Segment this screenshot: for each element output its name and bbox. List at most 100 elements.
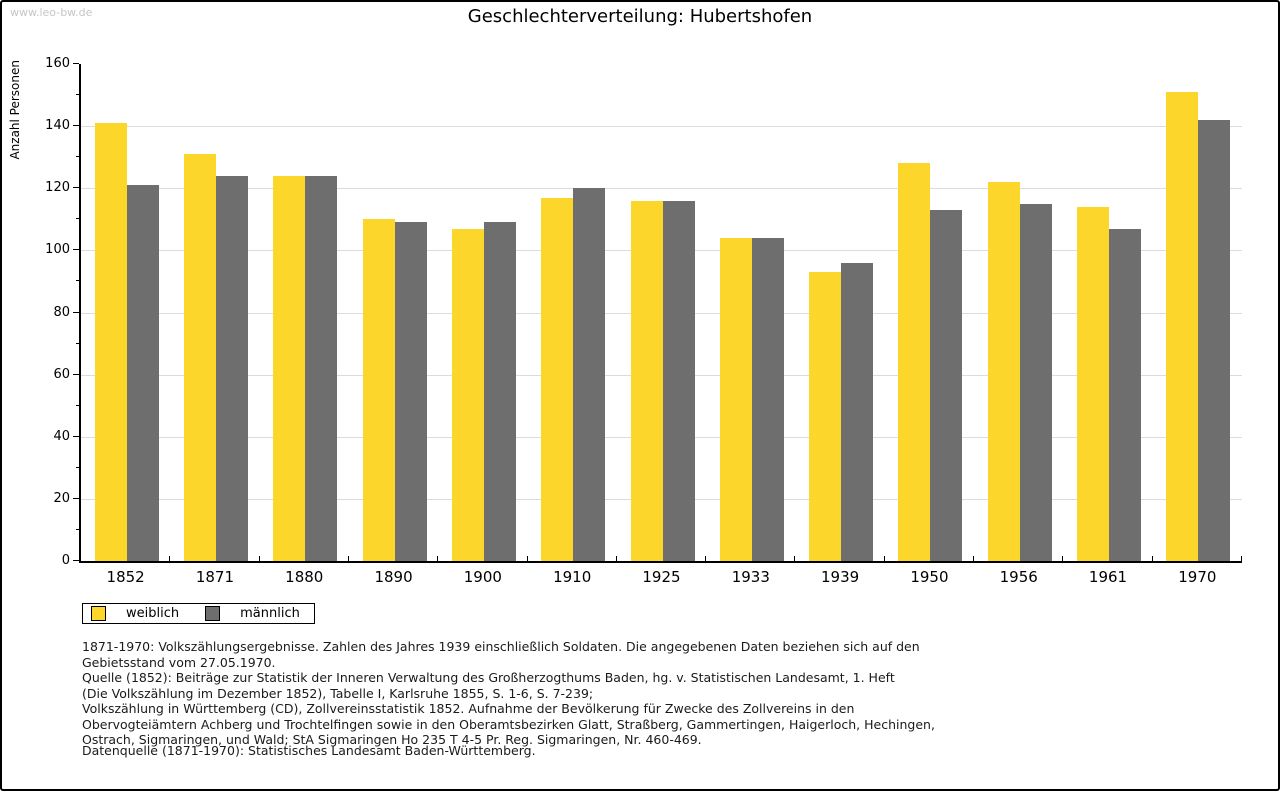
bar-weiblich-1970 bbox=[1166, 91, 1199, 561]
y-minor-tick-130 bbox=[76, 156, 79, 158]
footnote-line-4: (Die Volkszählung im Dezember 1852), Tab… bbox=[82, 685, 594, 701]
legend-label-weiblich: weiblich bbox=[126, 606, 180, 621]
y-minor-tick-110 bbox=[76, 218, 79, 220]
y-tick-20 bbox=[73, 497, 79, 499]
x-tick-12 bbox=[1151, 556, 1153, 561]
chart-title: Geschlechterverteilung: Hubertshofen bbox=[467, 6, 813, 27]
x-tick-5 bbox=[526, 556, 528, 561]
bar-männlich-1939 bbox=[841, 262, 874, 561]
y-tick-label-140: 140 bbox=[45, 118, 70, 134]
y-tick-0 bbox=[73, 560, 79, 561]
legend-swatch-maennlich bbox=[205, 606, 221, 621]
y-tick-40 bbox=[73, 435, 79, 437]
x-category-label-1933: 1933 bbox=[731, 568, 770, 586]
bar-männlich-1961 bbox=[1109, 228, 1142, 561]
y-tick-120 bbox=[73, 187, 79, 189]
bar-männlich-1871 bbox=[215, 175, 248, 561]
x-tick-7 bbox=[705, 556, 707, 561]
legend-item-maennlich: männlich bbox=[205, 606, 300, 621]
bar-weiblich-1925 bbox=[630, 200, 663, 561]
x-category-label-1880: 1880 bbox=[285, 568, 324, 586]
y-tick-label-0: 0 bbox=[61, 553, 70, 568]
y-minor-tick-30 bbox=[76, 466, 79, 468]
plot-area: 0 20 40 60 80 100 120 140 160 1852 1871 1880 1890 190… bbox=[45, 56, 1242, 586]
y-tick-140 bbox=[73, 125, 79, 127]
y-minor-tick-50 bbox=[76, 404, 79, 406]
x-tick-2 bbox=[258, 556, 260, 561]
x-tick-6 bbox=[615, 556, 617, 561]
y-tick-label-40: 40 bbox=[53, 428, 70, 444]
x-category-label-1939: 1939 bbox=[821, 568, 860, 586]
watermark: www.leo-bw.de bbox=[10, 6, 93, 19]
bar-weiblich-1939 bbox=[809, 272, 842, 561]
bar-männlich-1852 bbox=[126, 185, 159, 561]
x-tick-10 bbox=[973, 556, 975, 561]
bar-weiblich-1880 bbox=[273, 175, 306, 561]
x-tick-11 bbox=[1062, 556, 1064, 561]
bar-weiblich-1890 bbox=[362, 219, 395, 561]
y-tick-label-160: 160 bbox=[45, 56, 70, 71]
y-tick-label-120: 120 bbox=[45, 180, 70, 196]
bar-männlich-1900 bbox=[483, 222, 516, 561]
x-tick-4 bbox=[437, 556, 439, 561]
footnote-line-5: Volkszählung in Württemberg (CD), Zollve… bbox=[82, 701, 855, 716]
data-source-line: Datenquelle (1871-1970): Statistisches L… bbox=[82, 743, 536, 758]
x-tick-9 bbox=[883, 556, 885, 561]
bar-weiblich-1871 bbox=[183, 154, 216, 561]
bar-männlich-1890 bbox=[394, 222, 427, 561]
legend: weiblich männlich bbox=[82, 603, 315, 624]
y-axis-line bbox=[79, 64, 81, 563]
bar-männlich-1970 bbox=[1198, 119, 1231, 561]
x-tick-8 bbox=[794, 556, 796, 561]
footnote-line-7: Ostrach, Sigmaringen, und Wald; StA Sigm… bbox=[82, 732, 702, 747]
x-category-label-1961: 1961 bbox=[1088, 568, 1128, 586]
x-tick-3 bbox=[347, 556, 349, 561]
y-minor-tick-10 bbox=[76, 528, 79, 530]
footnote-line-1: 1871-1970: Volkszählungsergebnisse. Zahl… bbox=[82, 639, 920, 654]
gridline-140 bbox=[81, 126, 1242, 128]
bar-weiblich-1852 bbox=[94, 123, 127, 561]
footnote-line-2: Gebietsstand vom 27.05.1970. bbox=[82, 654, 276, 670]
bar-weiblich-1933 bbox=[719, 237, 752, 561]
y-tick-label-80: 80 bbox=[53, 304, 70, 320]
x-category-label-1910: 1910 bbox=[553, 568, 592, 586]
bar-männlich-1950 bbox=[930, 210, 963, 561]
bar-weiblich-1900 bbox=[451, 228, 484, 561]
y-minor-tick-150 bbox=[76, 94, 79, 96]
y-tick-160 bbox=[73, 63, 79, 64]
x-category-label-1956: 1956 bbox=[999, 568, 1038, 586]
bar-weiblich-1910 bbox=[541, 197, 574, 561]
legend-swatch-weiblich bbox=[91, 606, 106, 621]
bar-männlich-1956 bbox=[1019, 203, 1052, 561]
y-tick-100 bbox=[73, 249, 79, 251]
x-category-label-1950: 1950 bbox=[910, 568, 949, 586]
bar-weiblich-1950 bbox=[898, 163, 931, 561]
y-tick-label-100: 100 bbox=[45, 242, 70, 258]
x-category-label-1900: 1900 bbox=[463, 568, 502, 586]
x-category-label-1970: 1970 bbox=[1178, 568, 1217, 586]
y-minor-tick-70 bbox=[76, 342, 79, 344]
x-category-label-1852: 1852 bbox=[106, 568, 145, 586]
legend-label-maennlich: männlich bbox=[240, 606, 300, 621]
bar-männlich-1925 bbox=[662, 200, 695, 561]
y-minor-tick-90 bbox=[76, 280, 79, 282]
footnote-line-6: Obervogteiämtern Achberg und Trochtelfin… bbox=[82, 716, 935, 732]
gridline-120 bbox=[81, 188, 1242, 190]
x-category-label-1925: 1925 bbox=[642, 568, 681, 586]
bar-weiblich-1961 bbox=[1077, 206, 1110, 561]
x-tick-1 bbox=[169, 556, 171, 561]
bar-weiblich-1956 bbox=[987, 182, 1020, 561]
x-category-label-1890: 1890 bbox=[374, 568, 413, 586]
bar-männlich-1880 bbox=[305, 175, 338, 561]
bar-männlich-1910 bbox=[573, 188, 606, 561]
x-category-label-1871: 1871 bbox=[195, 568, 235, 586]
legend-item-weiblich: weiblich bbox=[91, 606, 179, 621]
bar-männlich-1933 bbox=[751, 237, 784, 561]
y-tick-label-20: 20 bbox=[53, 490, 70, 506]
y-tick-80 bbox=[73, 311, 79, 313]
footnote-line-3: Quelle (1852): Beiträge zur Statistik de… bbox=[82, 670, 895, 685]
y-tick-label-60: 60 bbox=[53, 366, 70, 382]
y-tick-60 bbox=[73, 373, 79, 375]
x-tick-13 bbox=[1241, 556, 1242, 561]
